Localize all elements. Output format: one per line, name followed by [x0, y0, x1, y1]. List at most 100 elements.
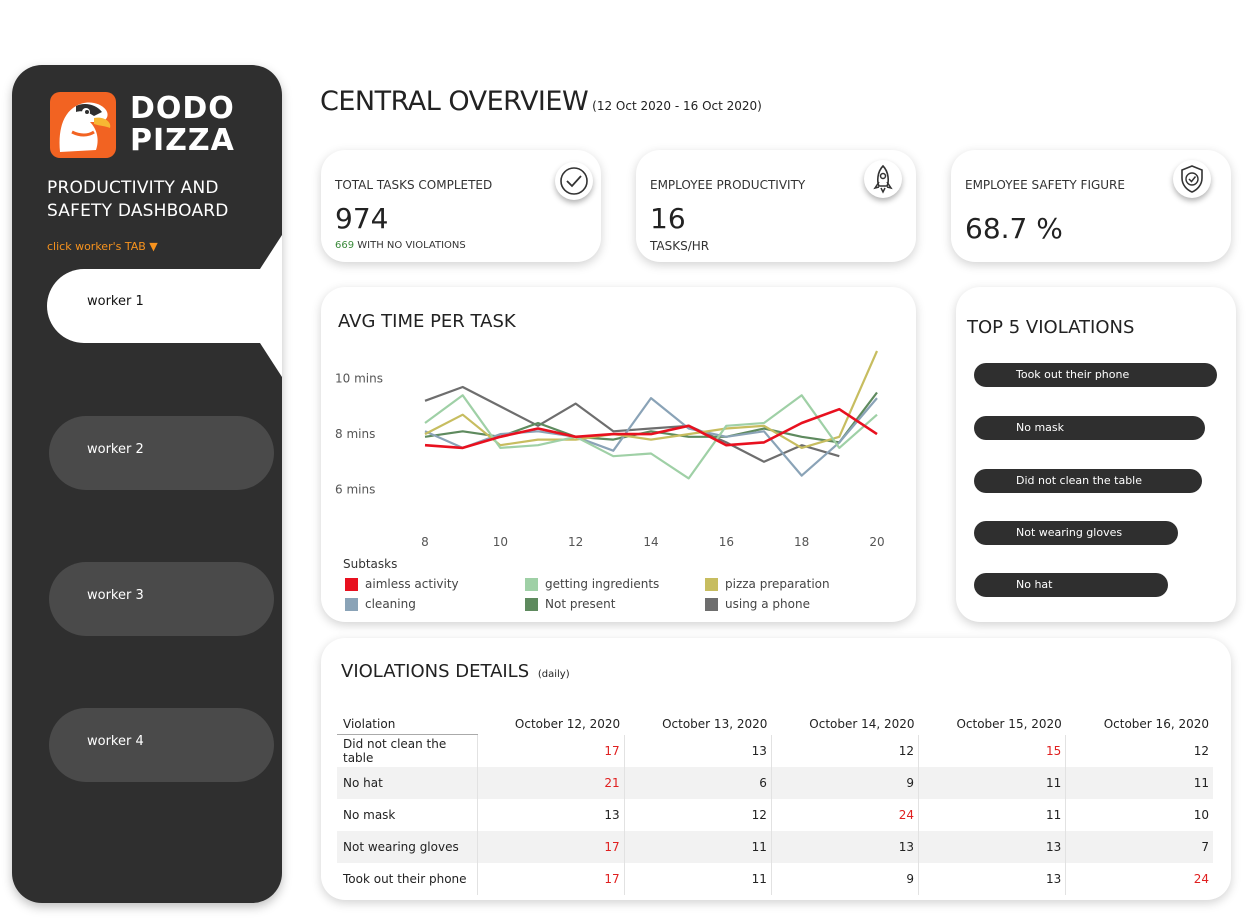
violation-name-cell: Not wearing gloves	[337, 831, 477, 863]
violation-name-cell: Did not clean the table	[343, 737, 447, 765]
kpi-label: EMPLOYEE SAFETY FIGURE	[965, 178, 1125, 192]
table-row: Took out their phone 17 11 9 13 24	[337, 863, 1213, 895]
series-lines	[424, 350, 879, 480]
legend-label: aimless activity	[365, 577, 459, 591]
brand-name-line2: PIZZA	[130, 123, 235, 158]
shield-check-icon	[1173, 160, 1211, 198]
tab-worker-1[interactable]: worker 1	[47, 235, 282, 377]
tab-hint: click worker's TAB ▼	[47, 240, 158, 253]
legend-item-aimless-activity: aimless activity	[345, 577, 459, 591]
violation-count-cell: 9	[770, 863, 919, 895]
violation-name-cell: No mask	[343, 808, 396, 822]
violation-bar: Did not clean the table	[974, 469, 1202, 493]
violation-count-cell: 21	[476, 767, 625, 799]
violations-table: Violation October 12, 2020 October 13, 2…	[337, 714, 1213, 895]
violation-count-cell: 9	[770, 767, 919, 799]
kpi-card-safety: EMPLOYEE SAFETY FIGURE 68.7 %	[951, 150, 1231, 262]
kpi-sub-count: 669	[335, 240, 355, 251]
violation-bar: Not wearing gloves	[974, 521, 1178, 545]
violation-count-cell: 17	[476, 831, 625, 863]
kpi-value: 974	[335, 202, 389, 235]
avg-time-card: AVG TIME PER TASK 6 mins 8 mins 10 mins 8 1…	[321, 287, 916, 622]
y-tick-label: 6 mins	[335, 482, 375, 496]
column-header: October 12, 2020	[514, 717, 621, 732]
avg-time-line-chart: 6 mins 8 mins 10 mins 8 10 12 14 16 18 20	[335, 350, 885, 549]
violation-count-cell: 24	[770, 799, 919, 831]
series-line-getting-ingredients	[424, 394, 878, 480]
sidebar: DODO PIZZA PRODUCTIVITY AND SAFETY DASHB…	[12, 65, 282, 903]
y-tick-label: 10 mins	[335, 372, 383, 386]
series-line-pizza-preparation	[424, 350, 879, 449]
x-tick-label: 10	[493, 535, 508, 549]
violation-count-cell: 13	[476, 799, 625, 831]
legend-swatch	[345, 597, 358, 611]
violation-count-cell: 13	[623, 734, 772, 767]
column-header: October 13, 2020	[662, 717, 768, 732]
column-header: October 14, 2020	[809, 717, 915, 732]
violation-count-cell: 11	[623, 831, 772, 863]
top-violations-card: TOP 5 VIOLATIONS Took out their phone No …	[956, 287, 1236, 622]
violations-details-subtitle: (daily)	[537, 669, 570, 680]
dashboard-title: PRODUCTIVITY AND SAFETY DASHBOARD	[47, 177, 229, 223]
violations-details-heading: VIOLATIONS DETAILS (daily)	[341, 661, 570, 682]
kpi-value: 68.7 %	[965, 212, 1063, 245]
table-row: Did not clean the table 17 13 12 15 12	[337, 734, 1213, 767]
violation-bar: No hat	[974, 573, 1168, 597]
legend-label: Not present	[545, 597, 616, 611]
violation-count-cell: 11	[918, 767, 1066, 799]
table-row: No mask 13 12 24 11 10	[337, 799, 1213, 831]
kpi-label: EMPLOYEE PRODUCTIVITY	[650, 178, 806, 192]
tab-worker-4[interactable]: worker 4	[49, 708, 274, 782]
violation-count-cell: 7	[1065, 831, 1213, 863]
tab-worker-3[interactable]: worker 3	[49, 562, 274, 636]
kpi-sub-text: WITH NO VIOLATIONS	[357, 240, 466, 251]
violation-count-cell: 11	[1065, 767, 1213, 799]
brand-name: DODO PIZZA	[130, 93, 235, 157]
tab-worker-2-label: worker 2	[87, 442, 144, 457]
kpi-value: 16	[650, 202, 686, 235]
x-tick-label: 20	[869, 535, 884, 549]
series-line-cleaning	[424, 397, 878, 477]
page-title: CENTRAL OVERVIEW (12 Oct 2020 - 16 Oct 20…	[320, 86, 762, 117]
violation-count-cell: 12	[770, 734, 919, 767]
series-line-aimless-activity	[424, 407, 878, 450]
x-tick-label: 12	[568, 535, 583, 549]
column-header: October 16, 2020	[1103, 717, 1209, 732]
violation-count-cell: 10	[1065, 799, 1213, 831]
violation-name-cell: Took out their phone	[343, 872, 467, 886]
y-axis-ticks: 6 mins 8 mins 10 mins	[335, 372, 383, 497]
tab-notch-bottom	[260, 343, 282, 377]
tab-notch-top	[260, 235, 282, 269]
legend-item-getting-ingredients: getting ingredients	[525, 577, 659, 591]
violation-count-cell: 11	[918, 799, 1066, 831]
check-icon	[555, 162, 593, 200]
tab-worker-2[interactable]: worker 2	[49, 416, 274, 490]
avg-time-title: AVG TIME PER TASK	[338, 311, 516, 332]
date-range: (12 Oct 2020 - 16 Oct 2020)	[592, 99, 762, 113]
tab-worker-3-label: worker 3	[87, 588, 144, 603]
legend-title: Subtasks	[343, 557, 398, 571]
x-axis-ticks: 8 10 12 14 16 18 20	[421, 535, 884, 549]
legend-swatch	[705, 597, 718, 611]
x-tick-label: 16	[719, 535, 734, 549]
dashboard-title-line1: PRODUCTIVITY AND	[47, 178, 219, 198]
violation-count-cell: 13	[770, 831, 919, 863]
violation-count-cell: 6	[623, 767, 772, 799]
violation-count-cell: 15	[918, 734, 1066, 767]
dodo-bird-icon	[50, 92, 116, 158]
kpi-subtext: 669 WITH NO VIOLATIONS	[335, 240, 466, 251]
tab-worker-1-label: worker 1	[87, 294, 144, 309]
legend-label: getting ingredients	[545, 577, 660, 591]
legend-label: pizza preparation	[725, 577, 830, 591]
violation-count-cell: 17	[476, 863, 625, 895]
violation-count-cell: 13	[918, 863, 1066, 895]
legend-swatch	[525, 597, 538, 611]
table-row: No hat 21 6 9 11 11	[337, 767, 1213, 799]
violation-count-cell: 24	[1065, 863, 1213, 895]
y-tick-label: 8 mins	[335, 427, 375, 441]
violation-count-cell: 11	[623, 863, 772, 895]
table-header-row: Violation October 12, 2020 October 13, 2…	[337, 714, 1213, 735]
brand-name-line1: DODO	[130, 91, 235, 126]
kpi-subtext: TASKS/HR	[650, 239, 710, 253]
x-tick-label: 18	[794, 535, 809, 549]
